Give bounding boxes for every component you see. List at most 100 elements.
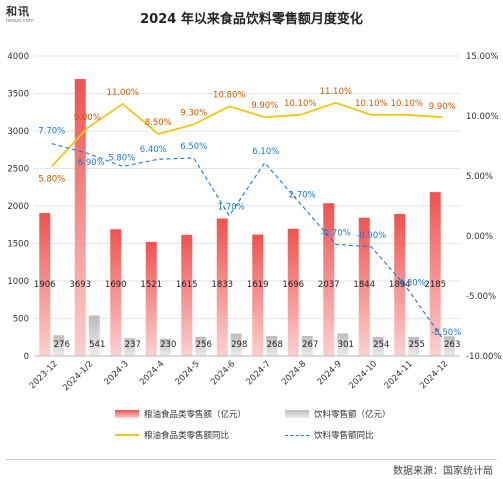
grain-yoy-line	[51, 101, 443, 168]
legend-swatch-grain-bar	[115, 410, 139, 418]
x-axis-tick-label: 2024-9	[316, 359, 344, 387]
left-axis-tick-label: 1500	[7, 240, 29, 250]
beverage-sales-bar	[88, 315, 100, 356]
left-axis-tick-label: 0	[24, 352, 29, 362]
grain-sales-value-label: 2185	[424, 280, 446, 290]
beverage-sales-bar	[443, 336, 455, 356]
beverage-sales-value-label: 301	[338, 340, 354, 350]
footer-divider	[6, 459, 497, 460]
grain-sales-bar	[181, 234, 193, 356]
labels-layer: 1906 3693 1690 1521 1615 1833 1619 1696 2037 1844…	[34, 87, 461, 350]
grain-yoy-label: 11.10%	[320, 87, 352, 97]
right-axis-tick-label: 0.00%	[466, 232, 493, 242]
grain-yoy-label: 11.00%	[107, 88, 139, 98]
legend-label-grain-sales: 粮油食品类零售额（亿元）	[144, 410, 247, 420]
beverage-sales-value-label: 263	[444, 340, 460, 350]
grain-yoy-label: 9.30%	[180, 108, 207, 118]
grain-yoy-label: 9.90%	[251, 101, 278, 111]
grain-sales-bar	[74, 79, 86, 357]
beverage-sales-value-label: 276	[54, 340, 70, 350]
left-axis-tick-label: 4000	[7, 52, 29, 62]
beverage-sales-value-label: 541	[89, 340, 105, 350]
grain-sales-bar	[394, 213, 406, 356]
beverage-yoy-label: 6.50%	[180, 142, 207, 152]
grain-yoy-label: 10.80%	[213, 90, 245, 100]
left-axis-tick-label: 1000	[7, 277, 29, 287]
logo-sub-text: hexun.com	[6, 18, 34, 24]
legend-label-beverage-yoy: 饮料零售额同比	[314, 431, 374, 441]
legend-swatch-grain-line	[115, 434, 139, 436]
grain-yoy-label: 10.10%	[355, 99, 387, 109]
right-axis-tick-label: -10.00%	[466, 352, 501, 362]
beverage-sales-value-label: 255	[409, 340, 425, 350]
grain-sales-bar	[323, 203, 335, 356]
beverage-sales-bar	[372, 336, 384, 356]
right-axis-tick-label: 10.00%	[466, 112, 498, 122]
beverage-sales-value-label: 254	[373, 340, 389, 350]
x-axis-tick-label: 2024-5	[174, 359, 202, 387]
grain-yoy-label: 5.80%	[38, 174, 65, 184]
beverage-sales-bar	[195, 336, 207, 356]
beverage-sales-bar	[408, 336, 420, 356]
left-axis-tick-label: 3500	[7, 90, 29, 100]
x-axis-tick-label: 2024-8	[280, 359, 308, 387]
grain-sales-value-label: 2037	[318, 280, 340, 290]
grain-sales-bar	[39, 213, 51, 356]
beverage-yoy-label: -8.50%	[431, 328, 461, 338]
grain-sales-value-label: 1906	[34, 280, 56, 290]
data-source: 数据来源：国家统计局	[393, 466, 493, 477]
grain-sales-value-label: 1690	[105, 280, 127, 290]
legend-item-beverage-yoy: 饮料零售额同比	[285, 429, 374, 441]
left-axis-tick-label: 500	[13, 315, 29, 325]
beverage-sales-value-label: 237	[125, 340, 141, 350]
right-axis-tick-label: 15.00%	[466, 52, 498, 62]
grain-sales-value-label: 1844	[353, 280, 375, 290]
beverage-yoy-label: 6.90%	[78, 158, 105, 168]
logo-main-text: 和讯	[6, 5, 30, 18]
legend-label-grain-yoy: 粮油食品类零售额同比	[144, 431, 230, 441]
hexun-logo: 和讯 hexun.com	[6, 6, 40, 28]
x-axis-tick-label: 2024-12	[418, 359, 450, 391]
x-axis-tick-label: 2024-6	[209, 359, 237, 387]
grain-sales-value-label: 1833	[211, 280, 233, 290]
grain-yoy-label: 9.90%	[429, 102, 456, 112]
grain-sales-value-label: 1696	[282, 280, 304, 290]
left-axis-tick-label: 2000	[7, 202, 29, 212]
x-axis-tick-label: 2024-11	[383, 359, 415, 391]
beverage-sales-value-label: 268	[267, 340, 283, 350]
beverage-yoy-label: 2.70%	[289, 191, 316, 201]
beverage-yoy-label: 1.70%	[218, 203, 245, 213]
right-axis-tick-label: 5.00%	[466, 172, 493, 182]
x-axis-tick-label: 2024-3	[103, 359, 131, 387]
grain-yoy-label: 10.10%	[391, 99, 423, 109]
grain-sales-value-label: 1521	[140, 280, 162, 290]
grain-sales-bar	[252, 234, 264, 356]
beverage-sales-bar	[159, 338, 171, 356]
grain-sales-bar	[216, 218, 228, 356]
x-axis-tick-label: 2024-4	[138, 359, 166, 387]
legend-label-beverage-sales: 饮料零售额（亿元）	[314, 410, 391, 420]
beverage-yoy-label: 5.80%	[108, 153, 135, 163]
grain-sales-value-label: 1894	[389, 280, 411, 290]
beverage-yoy-label: -0.90%	[356, 231, 386, 241]
grain-sales-bar	[145, 241, 157, 356]
lines-layer	[51, 101, 443, 339]
grain-yoy-label: 9.00%	[74, 113, 101, 123]
left-axis-tick-label: 2500	[7, 165, 29, 175]
legend-swatch-beverage-bar	[285, 410, 309, 418]
beverage-yoy-label: -0.70%	[321, 228, 351, 238]
legend-item-grain-yoy: 粮油食品类零售额同比	[115, 429, 229, 441]
grain-sales-bar	[110, 229, 122, 356]
beverage-yoy-label: 6.10%	[252, 147, 279, 157]
x-axis-tick-label: 2024-1/2	[61, 359, 95, 393]
beverage-sales-bar	[53, 335, 65, 356]
grain-sales-bar	[358, 217, 370, 356]
beverage-sales-value-label: 256	[196, 340, 212, 350]
grain-yoy-label: 8.50%	[145, 118, 172, 128]
beverage-sales-value-label: 230	[160, 340, 176, 350]
legend-item-beverage-sales: 饮料零售额（亿元）	[285, 408, 391, 420]
beverage-yoy-label: 6.40%	[140, 145, 167, 155]
grain-sales-bar	[429, 192, 441, 356]
grain-yoy-label: 10.10%	[284, 99, 316, 109]
grain-sales-value-label: 1619	[247, 280, 269, 290]
